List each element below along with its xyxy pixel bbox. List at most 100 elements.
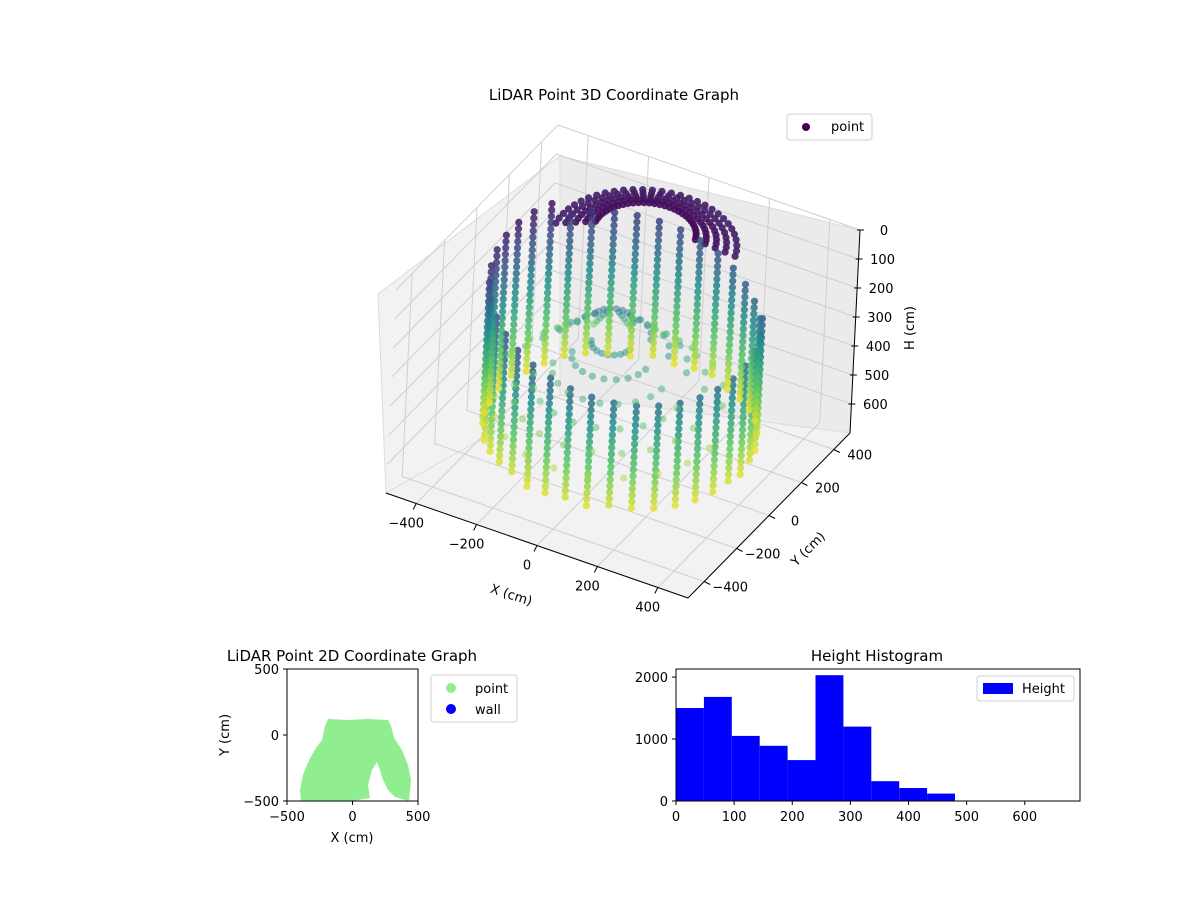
histogram-ticks: 0 100 200 300 400 500 600 0 1000 2000 (635, 671, 1037, 825)
plot3d-point (566, 230, 574, 239)
plot3d-point (501, 257, 509, 265)
plot3d-point (610, 221, 618, 229)
plot3d-point (727, 315, 735, 323)
plot3d-point (654, 243, 662, 251)
plot3d-point (693, 313, 701, 321)
plot3d-point (694, 281, 702, 289)
plot3d-point (749, 323, 757, 331)
plot3d-point (745, 399, 754, 407)
plot3d-point (695, 268, 703, 277)
plot3d-point (502, 244, 510, 252)
plot3d-point (584, 199, 592, 207)
histogram-legend: Height (976, 675, 1075, 702)
plot3d-point (650, 504, 658, 512)
plot3d-point (652, 294, 660, 302)
plot3d-point (651, 485, 659, 493)
plot3d-point (541, 340, 549, 348)
plot3d-point (509, 442, 517, 450)
plot2d-legend: point wall (430, 674, 518, 723)
plot3d-point (579, 395, 587, 403)
histogram-xtick-label: 500 (954, 810, 979, 825)
histogram-xtick-label: 0 (672, 810, 680, 825)
plot3d-point (565, 423, 573, 431)
plot3d-point (508, 352, 516, 360)
plot3d-point (727, 419, 735, 428)
plot3d-point (654, 249, 662, 257)
plot3d-point (672, 482, 680, 490)
plot3d-point (729, 277, 737, 285)
plot3d-point (693, 445, 702, 453)
plot3d-point (630, 269, 639, 277)
plot3d-point (547, 219, 555, 227)
plot3d-point (571, 361, 580, 370)
plot3d-point (650, 326, 658, 334)
plot3d-point (753, 372, 761, 380)
plot3d-point (492, 265, 500, 273)
plot3d-point (752, 398, 760, 406)
plot3d-point (693, 457, 701, 466)
plot3d-point (582, 336, 590, 344)
plot3d-point (690, 358, 699, 366)
plot3d-point (586, 266, 594, 274)
plot3d-point (501, 250, 509, 258)
plot3d-point (529, 227, 537, 235)
plot3d-point (658, 187, 666, 195)
plot3d-point (542, 470, 550, 478)
plot3d-point (543, 302, 551, 310)
plot3d-point (723, 385, 731, 393)
plot3d-ytick (736, 548, 743, 552)
plot3d-point (740, 306, 748, 314)
plot3d-point (754, 359, 762, 367)
plot3d-point (564, 388, 572, 396)
plot3d-ytick-label: −400 (712, 581, 748, 596)
plot3d-point (511, 301, 519, 309)
plot3d-xtick (654, 587, 659, 594)
plot3d-point (711, 443, 719, 451)
plot3d-point (647, 446, 655, 454)
plot3d-point (695, 256, 704, 264)
plot3d-legend-label: point (831, 120, 864, 135)
plot3d-point (488, 341, 497, 349)
plot3d-gridline-y (434, 240, 737, 549)
plot3d-point (724, 470, 733, 479)
plot3d-point (713, 269, 721, 277)
plot3d-xtick (533, 545, 538, 552)
plot3d-point (737, 458, 745, 466)
plot3d-point (496, 359, 504, 367)
plot3d-point (586, 419, 595, 427)
plot3d-point (710, 456, 719, 464)
plot3d-point (511, 410, 519, 418)
plot3d-point (633, 212, 641, 220)
plot3d-point (559, 441, 568, 449)
plot3d-ytick-label: 200 (815, 482, 840, 497)
plot3d-point (511, 391, 520, 399)
plot3d-point (727, 302, 736, 311)
plot3d-point (487, 380, 495, 388)
plot3d-point (498, 394, 507, 402)
plot3d-point (653, 434, 661, 442)
plot3d-point (683, 355, 691, 363)
plot3d-point (540, 359, 548, 367)
plot3d-xlabel: X (cm) (488, 582, 534, 610)
plot3d-point (544, 425, 552, 433)
plot3d-point (607, 285, 615, 293)
plot3d-ticks: −400 −200 0 200 400 −400 −200 0 200 400 0 100 200 300… (388, 224, 895, 616)
plot3d-point (526, 284, 535, 292)
plot3d-point (725, 341, 734, 349)
plot3d-point (564, 429, 572, 437)
plot3d-point (588, 393, 596, 401)
plot3d-point (691, 496, 699, 504)
plot3d-point (672, 489, 680, 497)
plot3d-point (635, 316, 643, 324)
plot3d-point (529, 233, 537, 241)
plot3d-point (755, 334, 763, 342)
plot3d-point (584, 463, 592, 471)
plot3d-z-axis-line (849, 229, 861, 434)
plot3d-point (545, 412, 553, 420)
plot3d-point (710, 339, 718, 347)
plot3d-point (536, 397, 544, 405)
plot3d-point (727, 309, 735, 317)
plot3d-point (693, 300, 701, 308)
plot3d-point (652, 447, 661, 455)
plot3d-point (544, 431, 552, 439)
